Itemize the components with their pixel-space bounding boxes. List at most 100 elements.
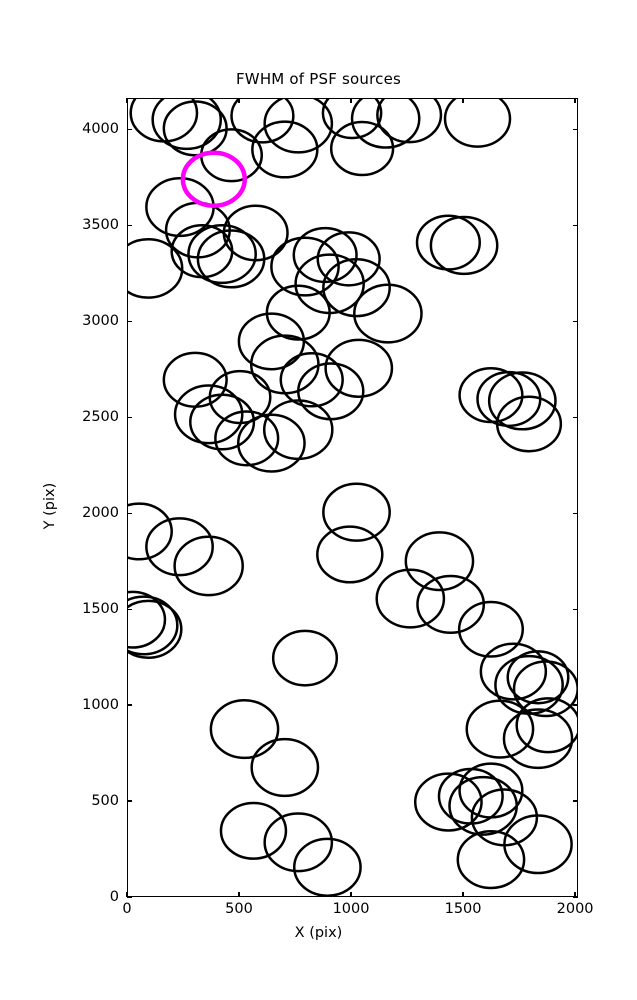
psf-source-circle (479, 642, 548, 701)
x-tick-mark (238, 892, 240, 897)
psf-source-circle (128, 502, 173, 561)
psf-source-circle (128, 590, 167, 649)
psf-source-circle (322, 482, 391, 542)
y-axis-label: Y (pix) (42, 482, 58, 530)
psf-source-circle (208, 369, 272, 425)
psf-source-circle (458, 762, 524, 819)
psf-source-circle (515, 697, 577, 754)
y-tick-mark (573, 704, 578, 706)
psf-source-circle (271, 629, 339, 687)
y-tick-label: 3000 (82, 313, 119, 330)
psf-source-circle (487, 371, 557, 431)
psf-source-circle (443, 99, 512, 148)
psf-source-circle (128, 599, 183, 659)
y-tick-label: 3500 (82, 217, 119, 234)
y-tick-mark (573, 128, 578, 130)
x-tick-label: 500 (225, 901, 253, 917)
y-tick-mark (573, 416, 578, 418)
psf-source-circle (376, 99, 443, 144)
x-tick-mark (350, 98, 352, 103)
psf-source-circle (219, 801, 288, 860)
psf-source-circle (457, 600, 525, 658)
psf-source-circle (429, 215, 499, 276)
y-tick-mark (127, 224, 132, 226)
psf-source-circle (465, 699, 535, 759)
page-title: FWHM of PSF sources (235, 70, 402, 88)
y-tick-mark (127, 512, 132, 514)
y-tick-label: 2500 (82, 409, 119, 426)
psf-source-circle (187, 224, 257, 285)
x-axis-label: X (pix) (294, 925, 343, 941)
psf-source-circle (128, 238, 184, 299)
y-tick-label: 0 (109, 889, 119, 905)
y-tick-mark (127, 416, 132, 418)
x-tick-label: 2000 (556, 901, 594, 917)
psf-source-circle (189, 393, 256, 451)
psf-source-circle (270, 236, 340, 297)
x-tick-mark (574, 98, 576, 103)
psf-source-circle (249, 334, 320, 395)
psf-source-circle (263, 812, 334, 873)
y-tick-mark (573, 896, 578, 898)
psf-source-circle (237, 312, 306, 371)
y-tick-mark (127, 320, 132, 322)
psf-source-circle (416, 574, 486, 635)
y-tick-mark (127, 800, 132, 802)
x-tick-label: 0 (122, 901, 132, 917)
y-tick-mark (573, 608, 578, 610)
y-tick-label: 4000 (82, 121, 119, 138)
x-tick-label: 1000 (332, 901, 370, 917)
y-tick-mark (573, 800, 578, 802)
psf-source-circle (209, 699, 280, 760)
psf-source-circle (162, 100, 228, 157)
psf-source-circle (151, 99, 222, 151)
y-tick-label: 1500 (82, 601, 119, 618)
psf-source-circle (413, 772, 483, 832)
psf-source-circle (263, 99, 334, 154)
psf-source-circle (503, 814, 573, 875)
psf-source-circle (236, 413, 306, 473)
x-tick-mark (126, 98, 128, 103)
psf-source-circle (375, 568, 446, 629)
x-tick-mark (126, 892, 128, 897)
psf-source-circle (292, 837, 362, 896)
y-tick-mark (127, 128, 132, 130)
y-tick-mark (573, 320, 578, 322)
psf-source-circle (353, 283, 423, 344)
psf-source-circle (350, 99, 421, 149)
psf-source-circle (321, 99, 383, 140)
y-tick-label: 2000 (82, 505, 119, 522)
psf-source-circle (316, 525, 384, 584)
x-tick-label: 1500 (444, 901, 482, 917)
plot-axes (127, 98, 578, 897)
psf-source-circle (230, 99, 295, 144)
psf-source-circle (456, 829, 526, 890)
psf-source-circle (250, 737, 320, 798)
psf-source-circle (329, 120, 395, 177)
x-tick-mark (462, 98, 464, 103)
psf-source-circle (214, 410, 280, 467)
psf-source-circle (316, 231, 381, 287)
x-tick-mark (350, 892, 352, 897)
psf-source-circle (251, 120, 319, 179)
x-tick-mark (238, 98, 240, 103)
psf-source-circle (279, 352, 344, 408)
psf-source-circle (145, 517, 214, 577)
y-tick-mark (573, 512, 578, 514)
y-tick-label: 1000 (82, 697, 119, 714)
psf-source-circle (506, 650, 570, 705)
scatter-plot-svg (128, 99, 577, 896)
psf-source-circle (128, 595, 179, 656)
psf-source-circle (173, 535, 244, 597)
psf-source-circle (495, 395, 563, 453)
psf-source-circle (502, 708, 574, 770)
psf-source-circle (415, 214, 482, 271)
highlighted-source-circle (180, 150, 247, 208)
x-tick-mark (462, 892, 464, 897)
y-tick-label: 500 (91, 793, 119, 810)
psf-source-circle (324, 338, 394, 398)
psf-source-circle (222, 204, 289, 262)
psf-source-circle (322, 258, 391, 318)
psf-source-circle (262, 399, 334, 461)
